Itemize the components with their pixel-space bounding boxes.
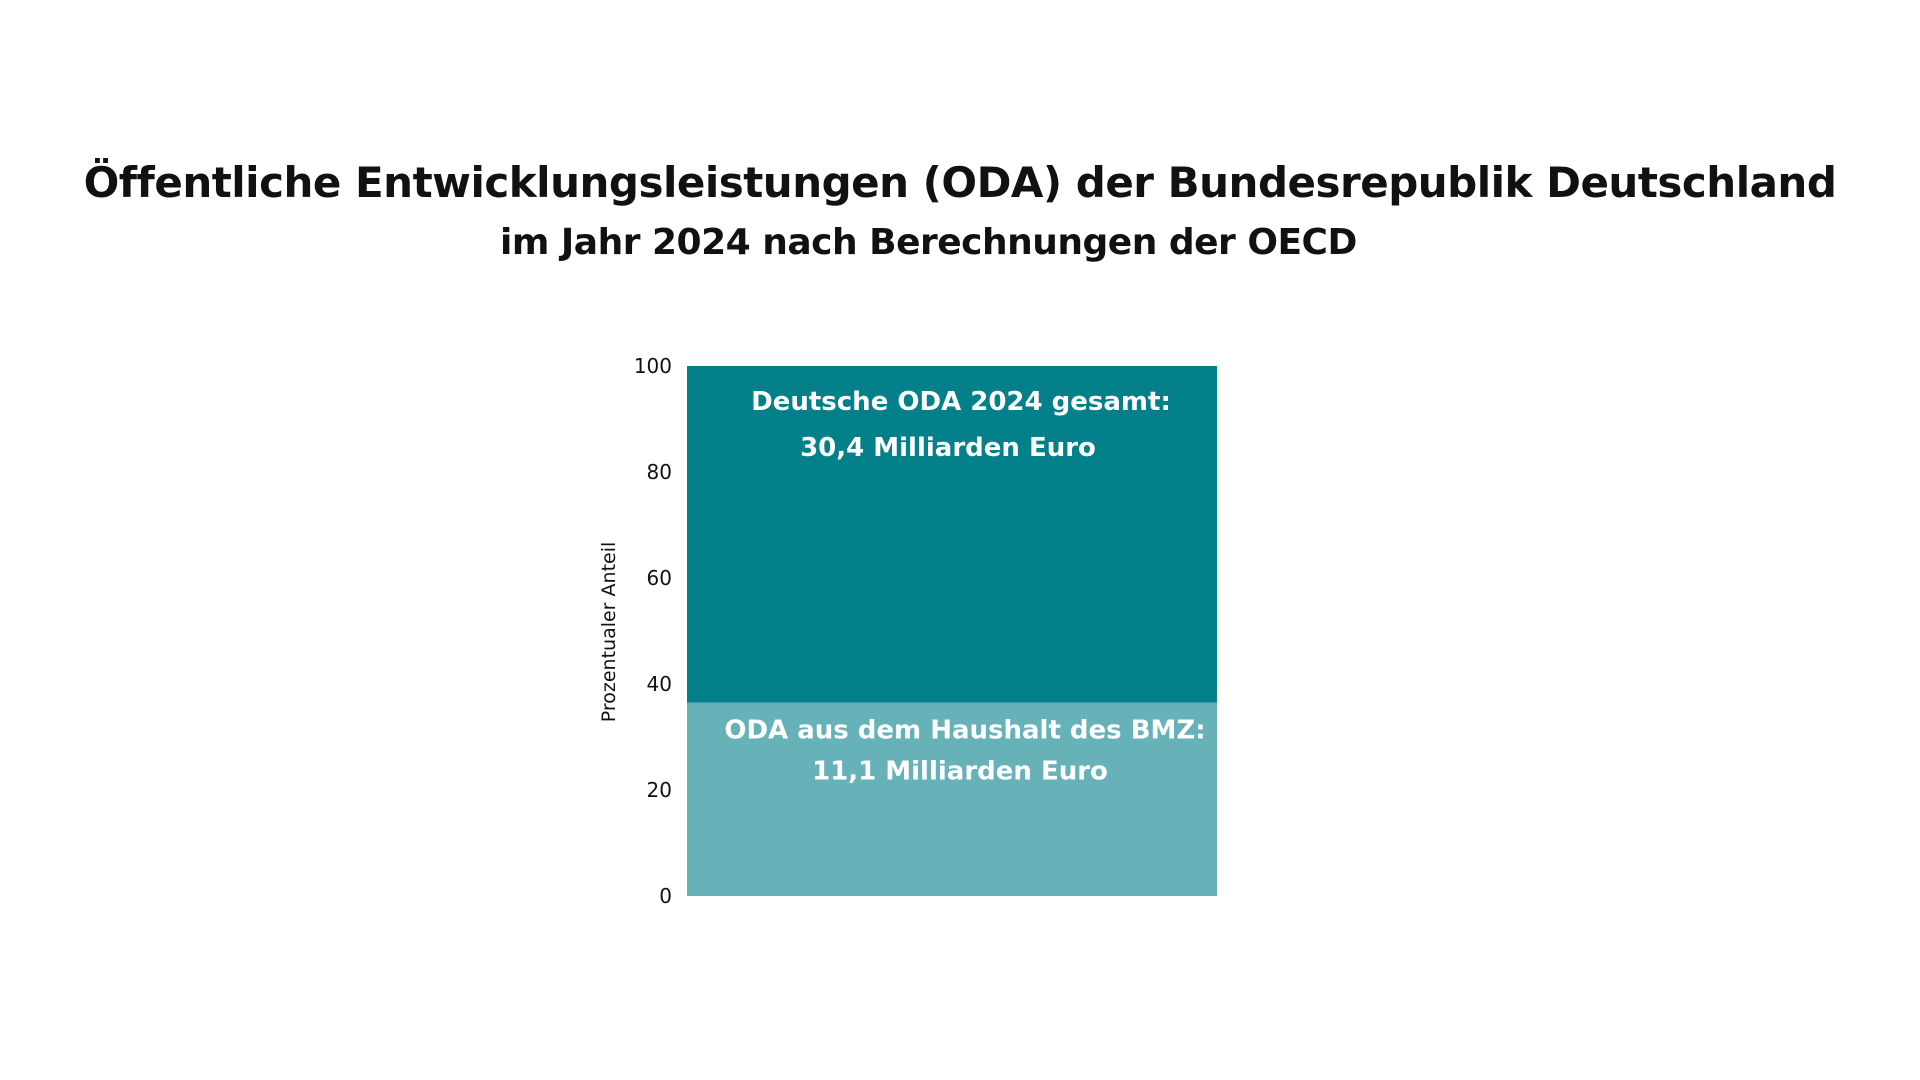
y-axis-label: Prozentualer Anteil [598,542,620,723]
bar-data-label: Deutsche ODA 2024 gesamt: [751,387,1171,417]
bar-segment-bmz [687,702,1217,896]
y-tick-label: 0 [659,884,672,908]
y-tick-label: 40 [647,672,672,696]
y-tick-label: 100 [634,354,672,378]
chart-title: Öffentliche Entwicklungsleistungen (ODA)… [83,158,1837,207]
bar-data-label: ODA aus dem Haushalt des BMZ: [724,716,1205,746]
y-tick-label: 20 [647,778,672,802]
y-tick-label: 60 [647,566,672,590]
bar-data-label: 11,1 Milliarden Euro [812,757,1108,787]
bar-segment-total [687,366,1217,703]
chart-subtitle: im Jahr 2024 nach Berechnungen der OECD [500,222,1357,263]
y-tick-label: 80 [647,460,672,484]
bar-data-label: 30,4 Milliarden Euro [800,433,1096,463]
